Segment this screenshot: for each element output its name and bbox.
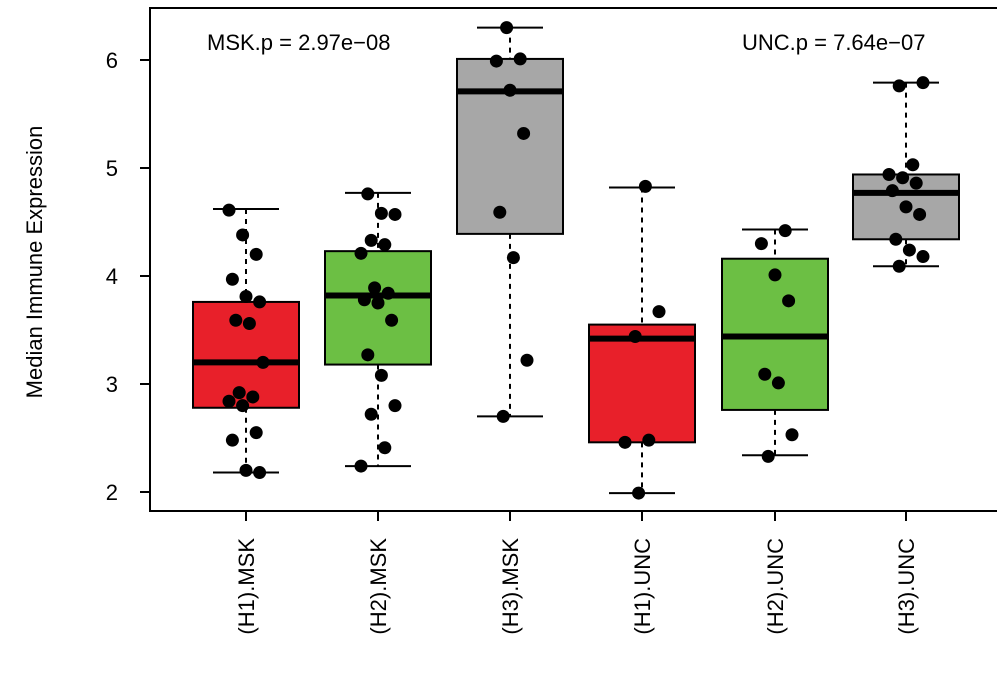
data-point [249, 426, 263, 440]
y-tick-label: 4 [106, 264, 118, 289]
data-point [896, 171, 910, 185]
data-point [506, 251, 520, 265]
y-tick-label: 5 [106, 156, 118, 181]
data-point [239, 290, 253, 304]
data-point [361, 348, 375, 362]
data-point [232, 386, 246, 400]
data-point [520, 353, 534, 367]
data-point [381, 286, 395, 300]
data-point [374, 368, 388, 382]
y-axis-title: Median Immune Expression [22, 126, 47, 399]
data-point [222, 394, 236, 408]
data-point [378, 441, 392, 455]
data-point [493, 205, 507, 219]
y-tick-label: 3 [106, 372, 118, 397]
data-point [222, 203, 236, 217]
data-point [371, 296, 385, 310]
boxes-layer [192, 26, 960, 495]
data-point [236, 228, 250, 242]
data-point [361, 187, 375, 201]
data-point [778, 224, 792, 238]
data-point [489, 54, 503, 68]
unc-pvalue: UNC.p = 7.64e−07 [742, 30, 925, 55]
y-tick-label: 6 [106, 48, 118, 73]
data-point [885, 184, 899, 198]
data-point [632, 486, 646, 500]
box-1 [192, 208, 300, 474]
data-point [246, 390, 260, 404]
data-point [364, 407, 378, 421]
plot-frame [149, 7, 997, 512]
data-point [357, 293, 371, 307]
data-point [388, 399, 402, 413]
data-point [517, 126, 531, 140]
box-body [192, 300, 300, 409]
data-point [892, 79, 906, 93]
box-body [588, 323, 696, 444]
data-point [242, 317, 256, 331]
data-point [225, 433, 239, 447]
data-point [253, 295, 267, 309]
box-6 [852, 81, 960, 268]
box-4 [588, 186, 696, 495]
y-tick-label: 2 [106, 480, 118, 505]
data-point [628, 329, 642, 343]
data-point [368, 281, 382, 295]
data-point [758, 367, 772, 381]
data-point [916, 76, 930, 90]
x-tick-label: (H3).MSK [498, 538, 523, 635]
data-point [256, 355, 270, 369]
data-point [253, 466, 267, 480]
data-point [496, 409, 510, 423]
data-point [785, 428, 799, 442]
data-point [899, 200, 913, 214]
x-tick-label: (H1).MSK [234, 538, 259, 635]
x-tick-label: (H1).UNC [630, 538, 655, 635]
data-point [374, 206, 388, 220]
data-point [782, 294, 796, 308]
data-point [916, 250, 930, 264]
data-point [889, 232, 903, 246]
data-point [364, 233, 378, 247]
box-body [324, 250, 432, 366]
x-tick-label: (H2).UNC [763, 538, 788, 635]
data-point [385, 313, 399, 327]
data-point [503, 83, 517, 97]
plot-border [149, 7, 997, 512]
data-point [229, 313, 243, 327]
data-point [892, 259, 906, 273]
data-point [388, 207, 402, 221]
y-axis: 2 3 4 5 6 [106, 48, 150, 505]
data-point [500, 21, 514, 35]
box-5 [721, 228, 829, 457]
data-point [354, 246, 368, 260]
data-point [652, 305, 666, 319]
data-point [771, 376, 785, 390]
points-layer [222, 21, 930, 500]
data-point [882, 167, 896, 181]
data-point [354, 459, 368, 473]
data-point [761, 449, 775, 463]
x-tick-label: (H2).MSK [366, 538, 391, 635]
data-point [902, 243, 916, 257]
x-axis: (H1).MSK (H2).MSK (H3).MSK (H1).UNC (H2).UNC… [234, 511, 919, 635]
data-point [913, 207, 927, 221]
msk-pvalue: MSK.p = 2.97e−08 [207, 30, 390, 55]
data-point [236, 399, 250, 413]
data-point [754, 237, 768, 251]
data-point [909, 176, 923, 190]
box-2 [324, 191, 432, 468]
data-point [378, 238, 392, 252]
data-point [239, 463, 253, 477]
data-point [638, 179, 652, 193]
data-point [642, 433, 656, 447]
data-point [768, 268, 782, 282]
data-point [249, 247, 263, 261]
data-point [906, 158, 920, 172]
data-point [513, 52, 527, 66]
data-point [618, 435, 632, 449]
x-tick-label: (H3).UNC [894, 538, 919, 635]
data-point [225, 272, 239, 286]
